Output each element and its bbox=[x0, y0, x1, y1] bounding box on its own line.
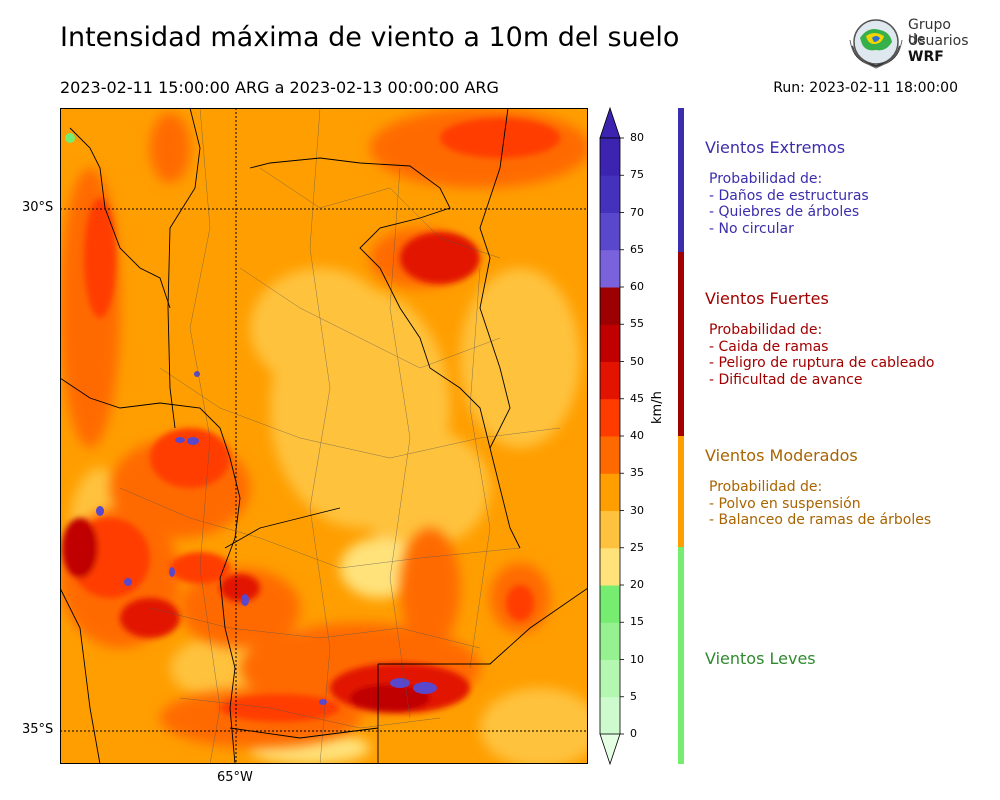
logo-text-line1: Grupo de bbox=[908, 17, 951, 48]
colorbar-segment bbox=[600, 436, 620, 474]
colorbar-extend-top bbox=[599, 106, 621, 139]
category-line: - Balanceo de ramas de árboles bbox=[709, 512, 932, 528]
colorbar bbox=[596, 104, 646, 768]
colorbar-tick-label: 60 bbox=[630, 280, 644, 293]
category-line: - Daños de estructuras bbox=[709, 187, 869, 204]
category-light: Vientos Leves bbox=[705, 649, 816, 668]
wind-map bbox=[60, 108, 588, 764]
category-title: Vientos Moderados bbox=[705, 446, 858, 465]
colorbar-tick-label: 25 bbox=[630, 540, 644, 554]
colorbar-segment bbox=[600, 398, 620, 437]
colorbar-tick-label: 15 bbox=[630, 615, 644, 629]
colorbar-segment bbox=[600, 324, 620, 362]
colorbar-segment bbox=[600, 138, 620, 176]
department-boundaries bbox=[119, 108, 561, 764]
colorbar-tick-label: 80 bbox=[630, 131, 644, 144]
colorbar-segment bbox=[600, 696, 620, 735]
forecast-period: 2023-02-11 15:00:00 ARG a 2023-02-13 00:… bbox=[60, 78, 499, 97]
colorbar-tick-label: 10 bbox=[630, 652, 644, 666]
category-line: Probabilidad de: bbox=[709, 322, 823, 338]
colorbar-segment bbox=[600, 659, 620, 698]
category-bar-extreme bbox=[678, 108, 684, 252]
colorbar-unit: km/h bbox=[650, 391, 665, 424]
colorbar-tick-label: 55 bbox=[630, 317, 644, 331]
colorbar-tick-label: 30 bbox=[630, 503, 644, 517]
colorbar-segment bbox=[600, 249, 620, 288]
category-title: Vientos Fuertes bbox=[705, 289, 829, 308]
category-title: Vientos Extremos bbox=[705, 138, 846, 157]
category-line: - No circular bbox=[709, 220, 794, 237]
map-frame bbox=[60, 108, 588, 764]
lon-label-65w: 65°W bbox=[217, 770, 253, 785]
category-moderate: Vientos Moderados Probabilidad de: - Pol… bbox=[705, 446, 931, 529]
category-line: - Quiebres de árboles bbox=[709, 204, 860, 220]
colorbar-tick-label: 65 bbox=[630, 242, 644, 256]
colorbar-segment bbox=[600, 212, 620, 251]
category-line: - Dificultad de avance bbox=[709, 371, 863, 388]
wind-field-very-strong bbox=[62, 118, 560, 722]
category-bar-moderate bbox=[678, 436, 684, 547]
colorbar-tick-label: 20 bbox=[630, 578, 644, 591]
colorbar-segment bbox=[600, 585, 620, 623]
colorbar-tick-label: 70 bbox=[630, 205, 644, 219]
wind-map-svg bbox=[60, 108, 588, 764]
category-line: Probabilidad de: bbox=[709, 171, 823, 187]
wind-extreme-spots bbox=[65, 133, 437, 705]
colorbar-svg bbox=[599, 106, 624, 766]
logo-text-line2: Usuarios bbox=[908, 33, 969, 49]
colorbar-tick-label: 40 bbox=[630, 429, 644, 442]
colorbar-tick-label: 50 bbox=[630, 354, 644, 368]
category-bar-light bbox=[678, 547, 684, 764]
colorbar-segment bbox=[600, 510, 620, 549]
colorbar-tick-label: 45 bbox=[630, 391, 644, 405]
colorbar-tick-label: 75 bbox=[630, 168, 644, 182]
colorbar-segment bbox=[600, 287, 620, 325]
colorbar-segment bbox=[600, 361, 620, 400]
globe-logo-icon bbox=[849, 19, 903, 69]
logo-text-line3: WRF bbox=[908, 49, 944, 65]
category-line: Probabilidad de: bbox=[709, 479, 823, 495]
colorbar-segment bbox=[600, 473, 620, 511]
wrf-users-logo: Grupo de Usuarios WRF bbox=[846, 16, 970, 72]
colorbar-tick-label: 5 bbox=[630, 689, 637, 703]
category-strong: Vientos Fuertes Probabilidad de: - Caida… bbox=[705, 289, 934, 388]
category-bar-strong bbox=[678, 252, 684, 436]
category-title: Vientos Leves bbox=[705, 649, 816, 668]
graticule bbox=[60, 108, 588, 764]
category-extreme: Vientos Extremos Probabilidad de: - Daño… bbox=[705, 138, 869, 237]
lat-label-30s: 30°S bbox=[22, 200, 54, 215]
category-line: - Peligro de ruptura de cableado bbox=[709, 355, 935, 371]
colorbar-segment bbox=[600, 547, 620, 586]
colorbar-extend-bottom bbox=[599, 733, 621, 766]
category-line: - Caida de ramas bbox=[709, 338, 829, 355]
category-line: - Polvo en suspensión bbox=[709, 495, 861, 512]
lat-label-35s: 35°S bbox=[22, 722, 54, 737]
colorbar-tick-label: 0 bbox=[630, 727, 637, 740]
chart-title: Intensidad máxima de viento a 10m del su… bbox=[60, 22, 680, 53]
colorbar-segment bbox=[600, 622, 620, 660]
province-boundaries bbox=[60, 108, 588, 764]
colorbar-segment bbox=[600, 175, 620, 213]
run-timestamp: Run: 2023-02-11 18:00:00 bbox=[773, 80, 958, 96]
colorbar-tick-label: 35 bbox=[630, 466, 644, 480]
